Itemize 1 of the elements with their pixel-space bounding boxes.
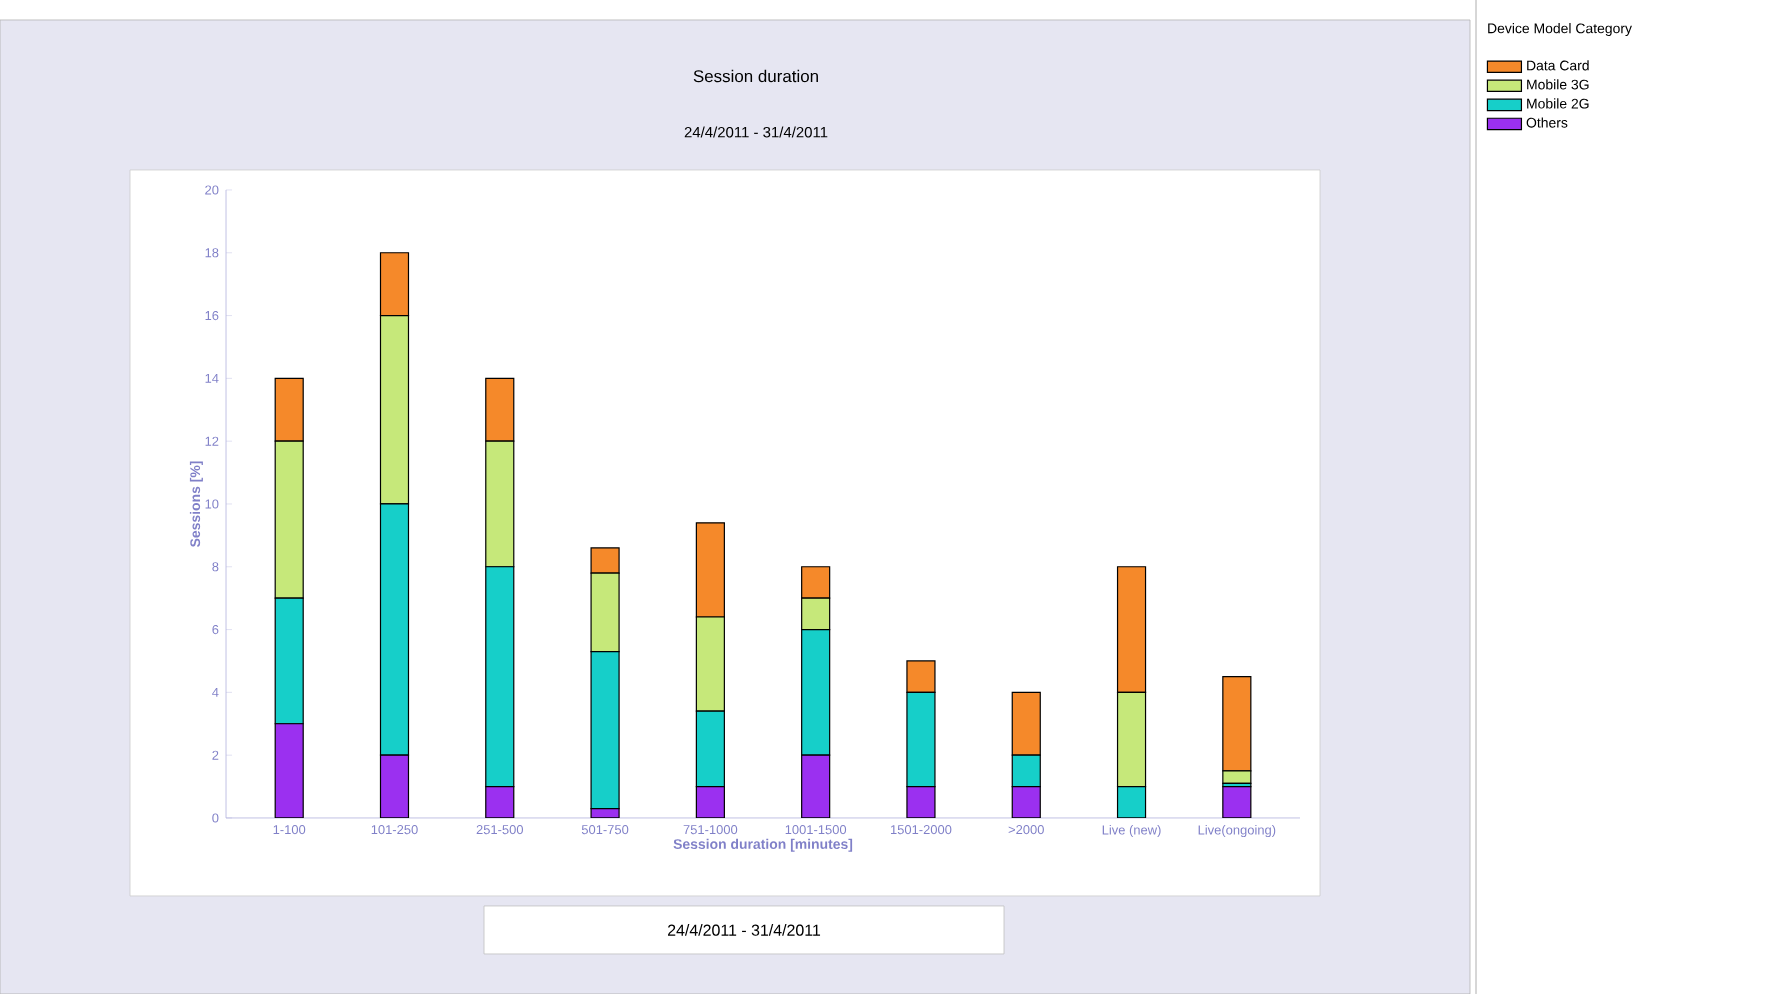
chart-title: Session duration [693, 69, 818, 83]
